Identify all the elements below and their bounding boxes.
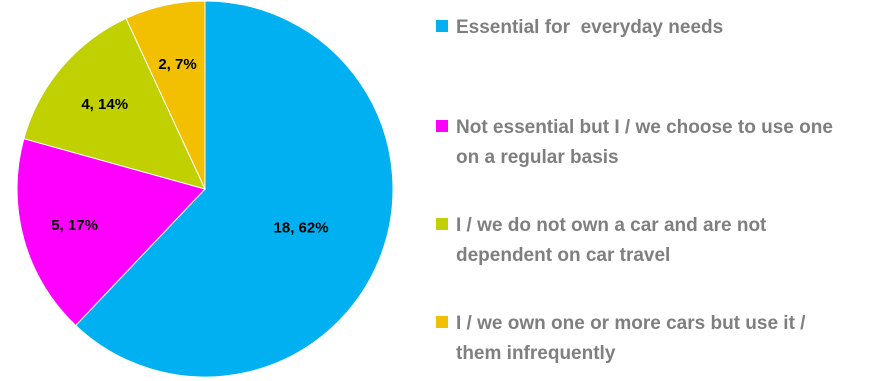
pie-label-no-car: 4, 14% bbox=[81, 96, 128, 113]
pie-label-essential: 18, 62% bbox=[274, 219, 329, 236]
pie-data-labels: 18, 62% 5, 17% 4, 14% 2, 7% bbox=[51, 56, 328, 236]
legend-item-not-essential: Not essential but I / we choose to use o… bbox=[436, 113, 856, 173]
legend-item-essential: Essential for everyday needs bbox=[436, 13, 856, 43]
pie-chart: 18, 62% 5, 17% 4, 14% 2, 7% bbox=[16, 0, 394, 378]
legend-label-not-essential: Not essential but I / we choose to use o… bbox=[456, 117, 839, 168]
legend-swatch-no-car bbox=[436, 218, 448, 230]
legend-item-infrequent: I / we own one or more cars but use it /… bbox=[436, 309, 856, 369]
legend-swatch-infrequent bbox=[436, 316, 448, 328]
pie-label-infrequent: 2, 7% bbox=[158, 56, 196, 73]
legend-label-no-car: I / we do not own a car and are not depe… bbox=[456, 215, 772, 266]
legend-label-essential: Essential for everyday needs bbox=[456, 17, 724, 38]
pie-slice-infrequent bbox=[125, 0, 206, 190]
pie-slice-essential bbox=[75, 0, 394, 378]
legend-item-no-car: I / we do not own a car and are not depe… bbox=[436, 211, 856, 271]
legend-swatch-not-essential bbox=[436, 120, 448, 132]
pie-slice-no-car bbox=[23, 17, 206, 190]
pie-label-not-essential: 5, 17% bbox=[51, 217, 98, 234]
chart-legend: Essential for everyday needs Not essenti… bbox=[436, 0, 876, 381]
pie-slices bbox=[16, 0, 394, 378]
legend-swatch-essential bbox=[436, 20, 448, 32]
pie-slice-not-essential bbox=[16, 138, 206, 327]
legend-label-infrequent: I / we own one or more cars but use it /… bbox=[456, 313, 811, 364]
